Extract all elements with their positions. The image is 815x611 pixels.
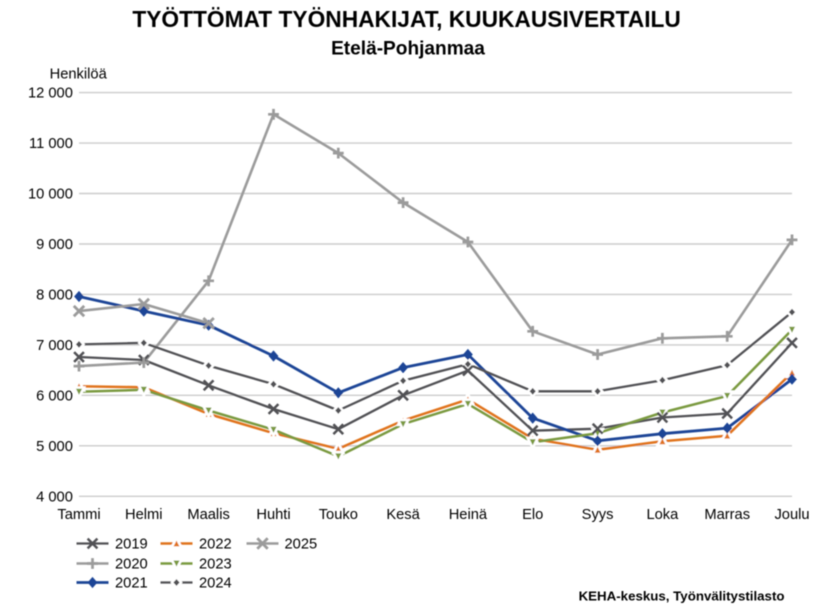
svg-text:2024: 2024 bbox=[199, 576, 232, 592]
svg-text:Loka: Loka bbox=[646, 507, 679, 523]
svg-text:Helmi: Helmi bbox=[125, 507, 163, 523]
svg-text:KEHA-keskus, Työnvälitystilast: KEHA-keskus, Työnvälitystilasto bbox=[579, 589, 785, 604]
svg-text:7 000: 7 000 bbox=[36, 338, 73, 354]
svg-text:2025: 2025 bbox=[285, 537, 318, 553]
svg-text:11 000: 11 000 bbox=[29, 136, 73, 152]
svg-text:5 000: 5 000 bbox=[36, 439, 73, 455]
svg-text:TYÖTTÖMAT TYÖNHAKIJAT, KUUKAUS: TYÖTTÖMAT TYÖNHAKIJAT, KUUKAUSIVERTAILU bbox=[132, 6, 681, 32]
svg-text:10 000: 10 000 bbox=[28, 187, 73, 203]
svg-text:Etelä-Pohjanmaa: Etelä-Pohjanmaa bbox=[331, 39, 485, 60]
svg-text:Elo: Elo bbox=[522, 507, 543, 523]
svg-text:8 000: 8 000 bbox=[36, 288, 73, 304]
svg-text:Huhti: Huhti bbox=[256, 507, 290, 523]
svg-text:Joulu: Joulu bbox=[774, 507, 809, 523]
svg-text:Kesä: Kesä bbox=[386, 507, 420, 523]
svg-text:Tammi: Tammi bbox=[57, 507, 100, 523]
svg-text:2019: 2019 bbox=[115, 537, 148, 553]
svg-text:4 000: 4 000 bbox=[36, 489, 73, 505]
svg-text:9 000: 9 000 bbox=[36, 237, 73, 253]
svg-text:6 000: 6 000 bbox=[36, 388, 73, 404]
svg-text:Henkilöä: Henkilöä bbox=[50, 66, 108, 82]
svg-text:Touko: Touko bbox=[319, 507, 358, 523]
svg-text:Heinä: Heinä bbox=[449, 507, 488, 523]
svg-text:Syys: Syys bbox=[582, 507, 614, 523]
svg-text:2020: 2020 bbox=[115, 557, 148, 573]
svg-text:2022: 2022 bbox=[199, 537, 232, 553]
svg-text:12 000: 12 000 bbox=[28, 86, 73, 102]
svg-text:2021: 2021 bbox=[115, 576, 148, 592]
svg-text:2023: 2023 bbox=[199, 557, 232, 573]
svg-text:Marras: Marras bbox=[704, 507, 750, 523]
svg-text:Maalis: Maalis bbox=[187, 507, 229, 523]
